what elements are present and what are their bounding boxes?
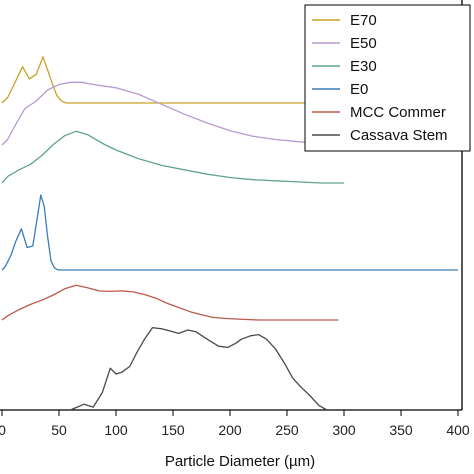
legend-label: E70 bbox=[350, 12, 377, 29]
x-tick-label: 400 bbox=[446, 422, 470, 438]
series-line-cassava-stem bbox=[70, 326, 328, 411]
legend-label: Cassava Stem bbox=[350, 127, 448, 144]
x-tick-label: 0 bbox=[0, 422, 6, 438]
x-tick-label: 200 bbox=[218, 422, 242, 438]
x-tick-label: 350 bbox=[389, 422, 413, 438]
series-line-mcc-commer bbox=[1, 284, 339, 321]
x-tick-label: 100 bbox=[104, 422, 128, 438]
legend-label: E0 bbox=[350, 81, 368, 98]
series-line-e50 bbox=[1, 81, 345, 146]
x-tick-label: 50 bbox=[51, 422, 67, 438]
legend-box bbox=[304, 4, 471, 152]
legend-label: E30 bbox=[350, 58, 377, 75]
series-layer bbox=[1, 56, 458, 411]
x-tick-label: 150 bbox=[161, 422, 185, 438]
legend-label: E50 bbox=[350, 35, 377, 52]
series-line-e30 bbox=[1, 130, 344, 184]
x-tick-label: 250 bbox=[275, 422, 299, 438]
legend-label: MCC Commer bbox=[350, 104, 446, 121]
x-axis-label: Particle Diameter (µm) bbox=[165, 453, 315, 470]
series-line-e70 bbox=[1, 56, 344, 104]
x-axis-ticks: 0 50 100 150 200 250 300 350 400 bbox=[0, 410, 470, 438]
series-line-e0 bbox=[1, 194, 458, 271]
x-tick-label: 300 bbox=[332, 422, 356, 438]
legend: E70 E50 E30 E0 MCC Commer Cassava Stem bbox=[304, 4, 471, 152]
